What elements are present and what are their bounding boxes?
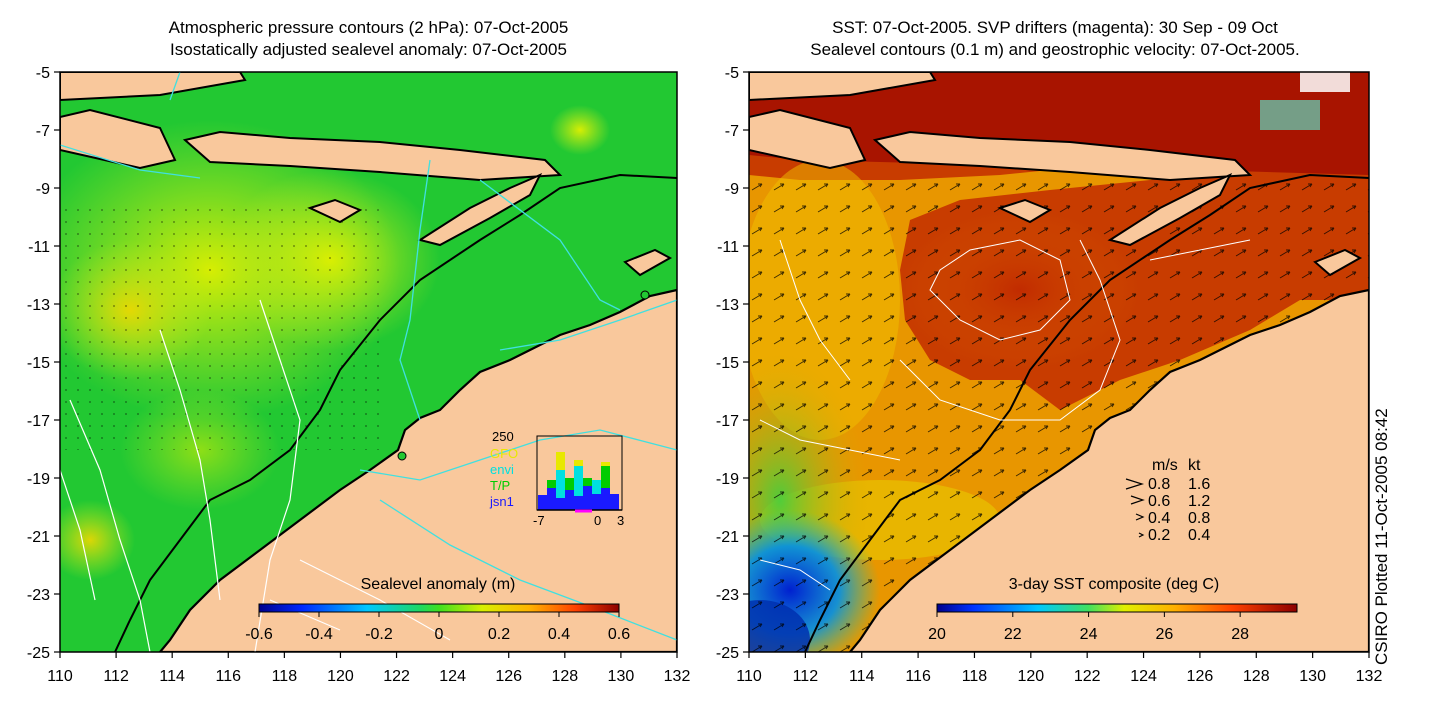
left-lat-tick-label: -25	[27, 645, 50, 662]
velocity-arrow-0-4	[1135, 513, 1145, 521]
velocity-arrow-0-6	[1130, 495, 1145, 505]
inset-ytick: 250	[492, 429, 514, 444]
left-lat-tick-label: -13	[27, 297, 50, 314]
right-lon-tick-label: 130	[1299, 668, 1326, 685]
inset-legend-jsn1: jsn1	[489, 494, 514, 509]
left-lon-tick-label: 128	[551, 668, 578, 685]
right-lat-tick-label: -7	[725, 123, 739, 140]
left-inset: 250 GFO envi T/P jsn1 -7 0 3	[489, 429, 624, 528]
left-lat-tick-label: -23	[27, 587, 50, 604]
left-lon-tick-label: 114	[159, 668, 185, 685]
right-lon-tick-label: 110	[736, 668, 762, 685]
velocity-ms-3: 0.2	[1148, 527, 1170, 544]
velocity-arrow-0-2	[1138, 532, 1145, 538]
velocity-arrow-0-8	[1125, 478, 1145, 490]
left-lon-tick-label: 132	[664, 668, 691, 685]
credit-text: CSIRO Plotted 11-Oct-2005 08:42	[1372, 408, 1391, 665]
inset-legend-envi: envi	[490, 462, 514, 477]
velocity-kt-0: 1.6	[1188, 476, 1210, 493]
left-lon-tick-label: 122	[383, 668, 410, 685]
velocity-legend: m/s kt 0.8 1.6 0.6 1.2 0.4 0.8 0.2 0.4	[1125, 457, 1210, 544]
right-map	[749, 72, 1369, 652]
inset-legend-gfo: GFO	[490, 446, 518, 461]
left-lat-tick-label: -5	[36, 65, 50, 82]
right-lat-tick-label: -15	[716, 355, 739, 372]
right-lat-tick-label: -23	[716, 587, 739, 604]
inset-xtick-zero: 0	[594, 513, 601, 528]
right-lat-tick-label: -13	[716, 297, 739, 314]
left-lon-tick-label: 130	[608, 668, 635, 685]
left-colorbar-tick-label: -0.2	[365, 626, 393, 643]
left-colorbar-tick-label: 0	[435, 626, 444, 643]
right-title-line1: SST: 07-Oct-2005. SVP drifters (magenta)…	[832, 18, 1278, 37]
right-colorbar: 3-day SST composite (deg C) 20 22 24 26 28	[928, 576, 1298, 643]
velocity-legend-kt-header: kt	[1188, 457, 1201, 474]
left-colorbar-tick-label: 0.4	[548, 626, 570, 643]
right-lon-tick-label: 118	[962, 668, 988, 685]
left-lon-tick-label: 112	[103, 668, 129, 685]
right-lon-tick-label: 128	[1243, 668, 1270, 685]
right-lat-tick-label: -5	[725, 65, 739, 82]
right-colorbar-tick-label: 24	[1080, 626, 1098, 643]
left-title-line2: Isostatically adjusted sealevel anomaly:…	[170, 40, 567, 59]
velocity-ms-0: 0.8	[1148, 476, 1170, 493]
left-map	[60, 72, 677, 652]
left-lon-tick-label: 110	[47, 668, 73, 685]
axes-ticks: 110 112 114 116 118 120 122 124 126 128 130 132 -5 -7…	[27, 65, 1383, 685]
right-lon-tick-label: 132	[1356, 668, 1383, 685]
right-lat-tick-label: -25	[716, 645, 739, 662]
left-title-line1: Atmospheric pressure contours (2 hPa): 0…	[168, 18, 569, 37]
right-colorbar-tick-label: 22	[1004, 626, 1022, 643]
velocity-ms-2: 0.4	[1148, 510, 1170, 527]
velocity-kt-2: 0.8	[1188, 510, 1210, 527]
right-colorbar-tick-label: 28	[1231, 626, 1249, 643]
velocity-kt-3: 0.4	[1188, 527, 1210, 544]
right-lat-tick-label: -11	[717, 239, 739, 256]
right-lon-tick-label: 122	[1074, 668, 1101, 685]
left-colorbar: Sealevel anomaly (m) -0.6 -0.4 -0.2 0 0.2 0.4…	[245, 576, 630, 643]
left-colorbar-tick-label: -0.6	[245, 626, 273, 643]
left-lat-tick-label: -11	[28, 239, 50, 256]
left-lat-tick-label: -19	[27, 471, 50, 488]
right-lat-tick-label: -17	[716, 413, 739, 430]
right-lon-tick-label: 120	[1017, 668, 1044, 685]
inset-xtick-max: 3	[617, 513, 624, 528]
left-lat-tick-label: -7	[36, 123, 50, 140]
inset-legend-tp: T/P	[490, 478, 510, 493]
right-colorbar-label: 3-day SST composite (deg C)	[1009, 576, 1219, 593]
right-lon-tick-label: 112	[793, 668, 819, 685]
velocity-legend-ms-header: m/s	[1152, 457, 1178, 474]
right-title-line2: Sealevel contours (0.1 m) and geostrophi…	[810, 40, 1300, 59]
left-lon-tick-label: 120	[327, 668, 354, 685]
left-lon-tick-label: 126	[495, 668, 522, 685]
inset-xtick-min: -7	[533, 513, 545, 528]
right-colorbar-ticks: 20 22 24 26 28	[928, 612, 1249, 643]
right-lon-tick-label: 126	[1187, 668, 1214, 685]
right-colorbar-tick-label: 20	[928, 626, 946, 643]
velocity-ms-1: 0.6	[1148, 493, 1170, 510]
left-lon-tick-label: 118	[272, 668, 298, 685]
left-lat-tick-label: -15	[27, 355, 50, 372]
left-lat-tick-label: -21	[27, 529, 50, 546]
right-lat-tick-label: -19	[716, 471, 739, 488]
right-colorbar-tick-label: 26	[1155, 626, 1173, 643]
left-colorbar-tick-label: -0.4	[305, 626, 333, 643]
left-colorbar-tick-label: 0.2	[488, 626, 510, 643]
right-lon-tick-label: 124	[1130, 668, 1157, 685]
left-lat-tick-label: -17	[27, 413, 50, 430]
right-lon-tick-label: 114	[849, 668, 875, 685]
left-colorbar-ticks: -0.6 -0.4 -0.2 0 0.2 0.4 0.6	[245, 612, 630, 643]
right-lon-tick-label: 116	[905, 668, 931, 685]
velocity-kt-1: 1.2	[1188, 493, 1210, 510]
right-lat-tick-label: -21	[716, 529, 739, 546]
left-colorbar-label: Sealevel anomaly (m)	[361, 576, 516, 593]
left-lon-tick-label: 124	[439, 668, 466, 685]
left-lat-tick-label: -9	[36, 181, 50, 198]
right-lat-tick-label: -9	[725, 181, 739, 198]
left-colorbar-tick-label: 0.6	[608, 626, 630, 643]
left-lon-tick-label: 116	[216, 668, 242, 685]
